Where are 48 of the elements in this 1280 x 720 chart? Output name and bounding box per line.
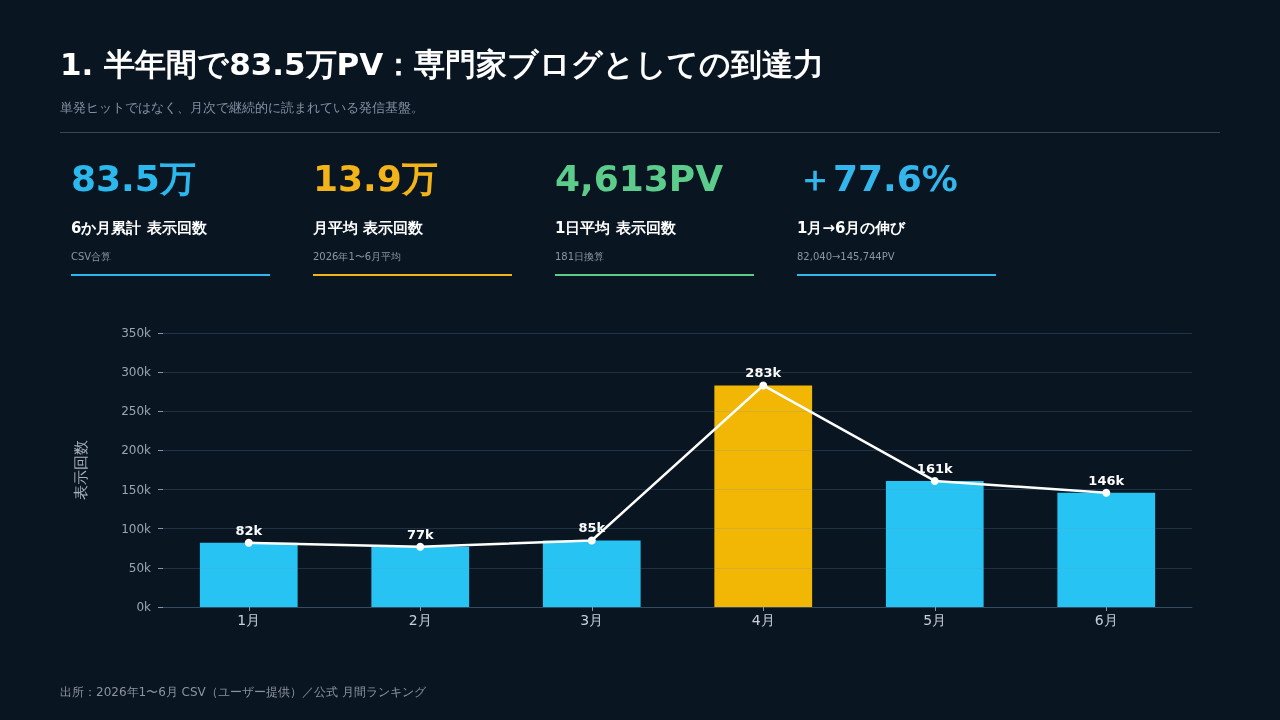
y-tick-label: 200k [121, 443, 152, 458]
text: 83.5万 [71, 157, 196, 201]
data-label: 82k [235, 522, 263, 538]
bar [885, 480, 984, 607]
text: CSV合算 [71, 250, 112, 264]
x-tick-label: 6月 [1094, 612, 1118, 628]
text: 82,040→145,744PV [797, 250, 895, 264]
bar [714, 385, 813, 607]
text: ＋77.6% [797, 157, 958, 201]
y-tick-label: 350k [121, 326, 152, 340]
text: 6か月累計 表示回数 [71, 218, 207, 238]
y-tick-label: 0k [136, 600, 152, 614]
y-tick-label: 50k [128, 560, 152, 575]
y-tick-label: 150k [121, 482, 152, 497]
y-tick-label: 100k [121, 521, 152, 536]
data-label: 85k [578, 520, 606, 536]
x-tick-label: 5月 [923, 612, 947, 628]
x-tick-label: 4月 [751, 612, 775, 628]
y-tick-label: 250k [121, 404, 152, 419]
data-label: 161k [916, 460, 953, 476]
point [930, 476, 939, 485]
x-tick-label: 2月 [408, 612, 432, 628]
data-label: 146k [1088, 472, 1125, 488]
point [759, 381, 768, 390]
bar [371, 546, 470, 607]
text: 1月→6月の伸び [797, 218, 906, 238]
text: 13.9万 [313, 157, 438, 201]
text: 4,613PV [555, 157, 724, 201]
text: 1. 半年間で83.5万PV：専門家ブログとしての到達力 [60, 45, 825, 84]
point [587, 536, 596, 545]
text: 出所：2026年1〜6月 CSV（ユーザー提供）／公式 月間ランキング [60, 684, 426, 701]
text: 2026年1〜6月平均 [313, 250, 402, 264]
data-label: 283k [745, 365, 782, 381]
point [244, 538, 253, 547]
text: 月平均 表示回数 [313, 218, 424, 238]
y-tick-label: 300k [121, 365, 152, 380]
x-tick-label: 3月 [580, 612, 604, 628]
bar [199, 542, 298, 607]
x-tick-label: 1月 [237, 612, 261, 628]
text: 181日換算 [555, 250, 605, 264]
bar [1057, 492, 1156, 607]
text: 単発ヒットではなく、月次で継続的に読まれている発信基盤。 [60, 99, 424, 117]
y-axis-title: 表示回数 [72, 440, 89, 500]
bar [542, 540, 641, 607]
point [1102, 488, 1111, 497]
point [416, 542, 425, 551]
text: 1日平均 表示回数 [555, 218, 676, 238]
data-label: 77k [406, 526, 434, 542]
